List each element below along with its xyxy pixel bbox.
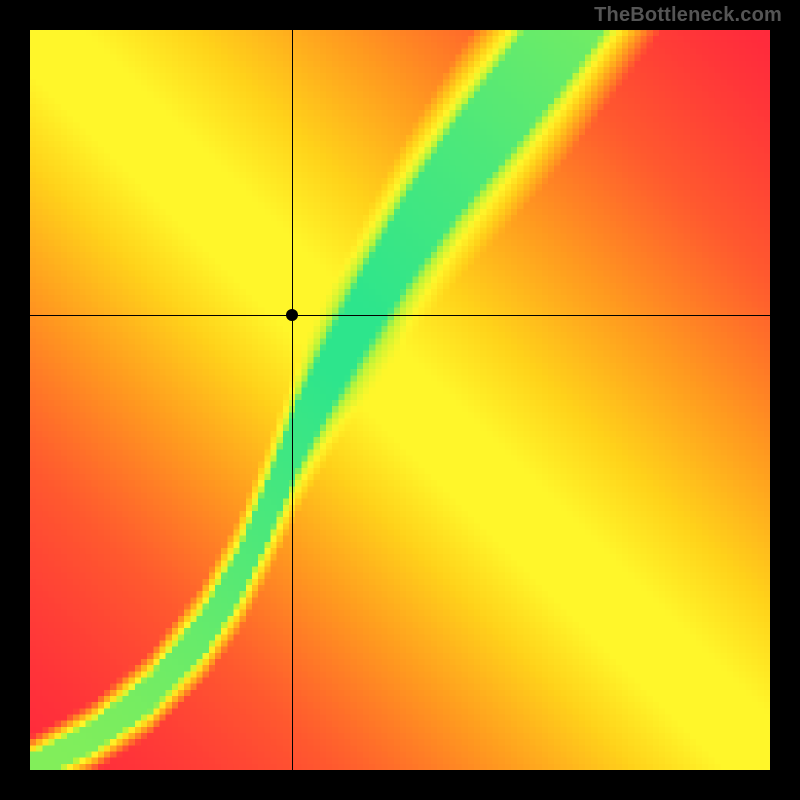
- crosshair-horizontal: [30, 315, 770, 316]
- crosshair-vertical: [292, 30, 293, 770]
- watermark-text: TheBottleneck.com: [594, 4, 782, 27]
- heatmap-canvas: [30, 30, 770, 770]
- figure-container: TheBottleneck.com: [0, 0, 800, 800]
- plot-area: [30, 30, 770, 770]
- marker-point: [286, 309, 298, 321]
